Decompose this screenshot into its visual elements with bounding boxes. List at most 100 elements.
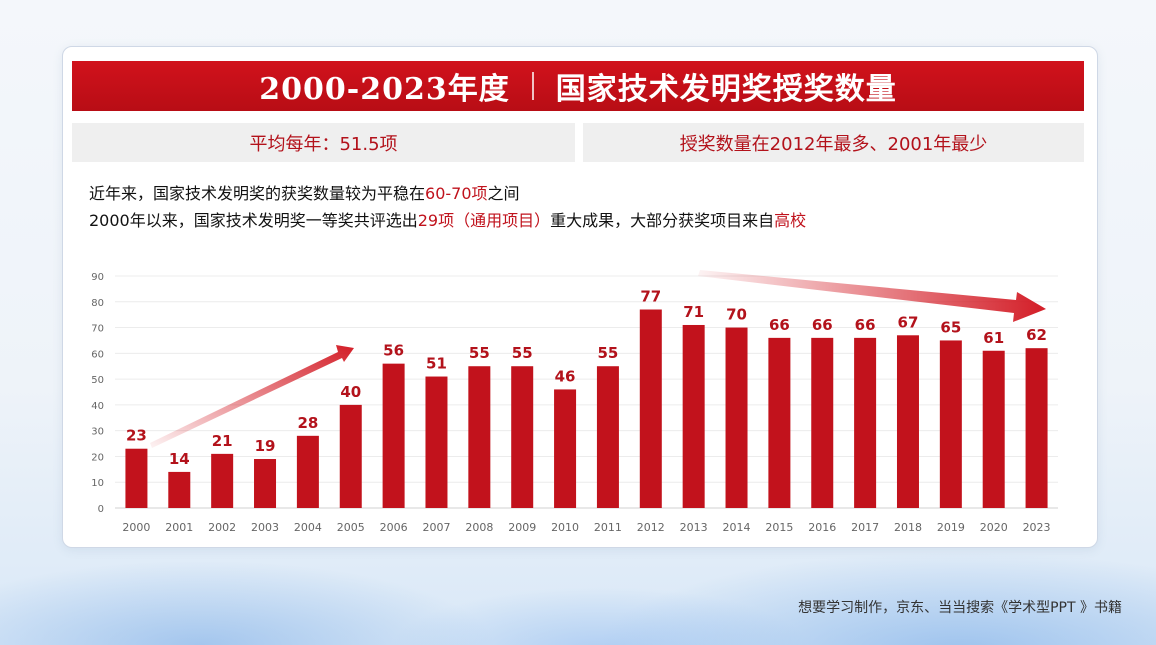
y-tick-label: 30 bbox=[91, 427, 104, 438]
data-label-2008: 55 bbox=[469, 344, 490, 362]
data-label-2010: 46 bbox=[555, 367, 576, 385]
x-tick-label-2004: 2004 bbox=[294, 521, 322, 534]
x-tick-label-2018: 2018 bbox=[894, 521, 922, 534]
x-tick-label-2013: 2013 bbox=[680, 521, 708, 534]
desc2-text-mid: 重大成果，大部分获奖项目来自 bbox=[550, 211, 775, 230]
y-axis-ticks: 0 10 20 30 40 50 60 70 80 90 bbox=[91, 272, 104, 515]
info-average: 平均每年：51.5项 bbox=[72, 123, 575, 162]
desc1-text: 近年来，国家技术发明奖的获奖数量较为平稳在 bbox=[89, 184, 426, 203]
bar-2014 bbox=[725, 327, 748, 508]
bar-2023 bbox=[1025, 348, 1048, 508]
x-tick-label-2001: 2001 bbox=[165, 521, 193, 534]
trend-arrows bbox=[150, 270, 1046, 448]
description-line-2: 2000年以来，国家技术发明奖一等奖共评选出29项（通用项目）重大成果，大部分获… bbox=[89, 207, 806, 231]
data-label-2006: 56 bbox=[383, 342, 404, 360]
x-tick-label-2015: 2015 bbox=[765, 521, 793, 534]
data-label-2023: 62 bbox=[1026, 326, 1047, 344]
data-label-2018: 67 bbox=[898, 313, 919, 331]
x-tick-label-2016: 2016 bbox=[808, 521, 836, 534]
bar-2005 bbox=[339, 404, 362, 508]
x-tick-label-2002: 2002 bbox=[208, 521, 236, 534]
x-axis-ticks: 2000 2001 2002 2003 2004 2005 2006 2007 2008 2009… bbox=[122, 521, 1050, 534]
info-extremes: 授奖数量在2012年最多、2001年最少 bbox=[583, 123, 1084, 162]
x-tick-label-2003: 2003 bbox=[251, 521, 279, 534]
x-tick-label-2019: 2019 bbox=[937, 521, 965, 534]
desc1-text-end: 之间 bbox=[487, 184, 520, 203]
x-tick-label-2008: 2008 bbox=[465, 521, 493, 534]
data-label-2009: 55 bbox=[512, 344, 533, 362]
description-line-1: 近年来，国家技术发明奖的获奖数量较为平稳在60-70项之间 bbox=[89, 180, 520, 204]
bar-2016 bbox=[811, 337, 834, 508]
data-label-2013: 71 bbox=[683, 303, 704, 321]
data-labels: 23 14 21 19 28 40 56 51 55 55 46 55 77 71 70 66 66 66 67 65… bbox=[126, 288, 1047, 468]
title-years: 2000-2023年度 bbox=[259, 72, 510, 107]
bar-2002 bbox=[211, 453, 234, 508]
bar-2007 bbox=[425, 376, 448, 508]
data-label-2017: 66 bbox=[855, 316, 876, 334]
x-tick-label-2007: 2007 bbox=[422, 521, 450, 534]
y-tick-label: 60 bbox=[91, 349, 104, 360]
x-tick-label-2011: 2011 bbox=[594, 521, 622, 534]
bar-2004 bbox=[296, 435, 319, 508]
bar-2018 bbox=[896, 335, 919, 508]
desc2-text: 2000年以来，国家技术发明奖一等奖共评选出 bbox=[89, 211, 418, 230]
y-tick-label: 50 bbox=[91, 375, 104, 386]
data-label-2012: 77 bbox=[640, 288, 661, 306]
trend-arrow-up bbox=[150, 345, 354, 448]
y-tick-label: 80 bbox=[91, 298, 104, 309]
title-bar: 2000-2023年度 国家技术发明奖授奖数量 bbox=[72, 61, 1084, 111]
x-tick-label-2017: 2017 bbox=[851, 521, 879, 534]
bar-2012 bbox=[639, 309, 662, 508]
data-label-2019: 65 bbox=[940, 318, 961, 336]
data-label-2003: 19 bbox=[255, 437, 276, 455]
x-tick-label-2000: 2000 bbox=[122, 521, 150, 534]
data-label-2005: 40 bbox=[340, 383, 361, 401]
data-label-2007: 51 bbox=[426, 355, 447, 373]
bar-2010 bbox=[554, 389, 577, 508]
data-label-2004: 28 bbox=[297, 414, 318, 432]
bar-2008 bbox=[468, 366, 491, 508]
bar-2011 bbox=[596, 366, 619, 508]
bar-2006 bbox=[382, 363, 405, 508]
info-average-text: 平均每年：51.5项 bbox=[249, 133, 398, 155]
data-label-2002: 21 bbox=[212, 432, 233, 450]
desc1-highlight: 60-70项 bbox=[425, 184, 488, 203]
x-tick-label-2014: 2014 bbox=[723, 521, 751, 534]
x-tick-label-2020: 2020 bbox=[980, 521, 1008, 534]
bar-2000 bbox=[125, 448, 148, 508]
title-separator bbox=[531, 72, 534, 100]
x-tick-label-2023: 2023 bbox=[1023, 521, 1051, 534]
data-label-2020: 61 bbox=[983, 329, 1004, 347]
bar-2013 bbox=[682, 324, 705, 508]
x-tick-label-2009: 2009 bbox=[508, 521, 536, 534]
y-tick-label: 40 bbox=[91, 401, 104, 412]
bar-2001 bbox=[168, 471, 191, 508]
bar-2020 bbox=[982, 350, 1005, 508]
x-tick-label-2010: 2010 bbox=[551, 521, 579, 534]
desc2-highlight-university: 高校 bbox=[774, 211, 807, 230]
trend-arrow-right bbox=[698, 270, 1046, 322]
bar-2019 bbox=[939, 340, 962, 508]
desc2-highlight-count: 29项（通用项目） bbox=[417, 211, 551, 230]
data-label-2015: 66 bbox=[769, 316, 790, 334]
footer-note: 想要学习制作，京东、当当搜索《学术型PPT 》书籍 bbox=[798, 600, 1122, 616]
bar-2015 bbox=[768, 337, 791, 508]
y-tick-label: 0 bbox=[98, 504, 104, 515]
y-tick-label: 90 bbox=[91, 272, 104, 283]
data-label-2011: 55 bbox=[597, 344, 618, 362]
x-tick-label-2005: 2005 bbox=[337, 521, 365, 534]
data-label-2016: 66 bbox=[812, 316, 833, 334]
info-extremes-text: 授奖数量在2012年最多、2001年最少 bbox=[679, 133, 988, 155]
data-label-2001: 14 bbox=[169, 450, 190, 468]
bar-2003 bbox=[254, 459, 277, 508]
x-tick-label-2012: 2012 bbox=[637, 521, 665, 534]
bars bbox=[125, 309, 1048, 508]
bar-2017 bbox=[854, 337, 877, 508]
x-tick-label-2006: 2006 bbox=[380, 521, 408, 534]
data-label-2000: 23 bbox=[126, 427, 147, 445]
data-label-2014: 70 bbox=[726, 306, 747, 324]
y-tick-label: 70 bbox=[91, 324, 104, 335]
y-tick-label: 10 bbox=[91, 478, 104, 489]
title-text: 国家技术发明奖授奖数量 bbox=[555, 72, 897, 107]
